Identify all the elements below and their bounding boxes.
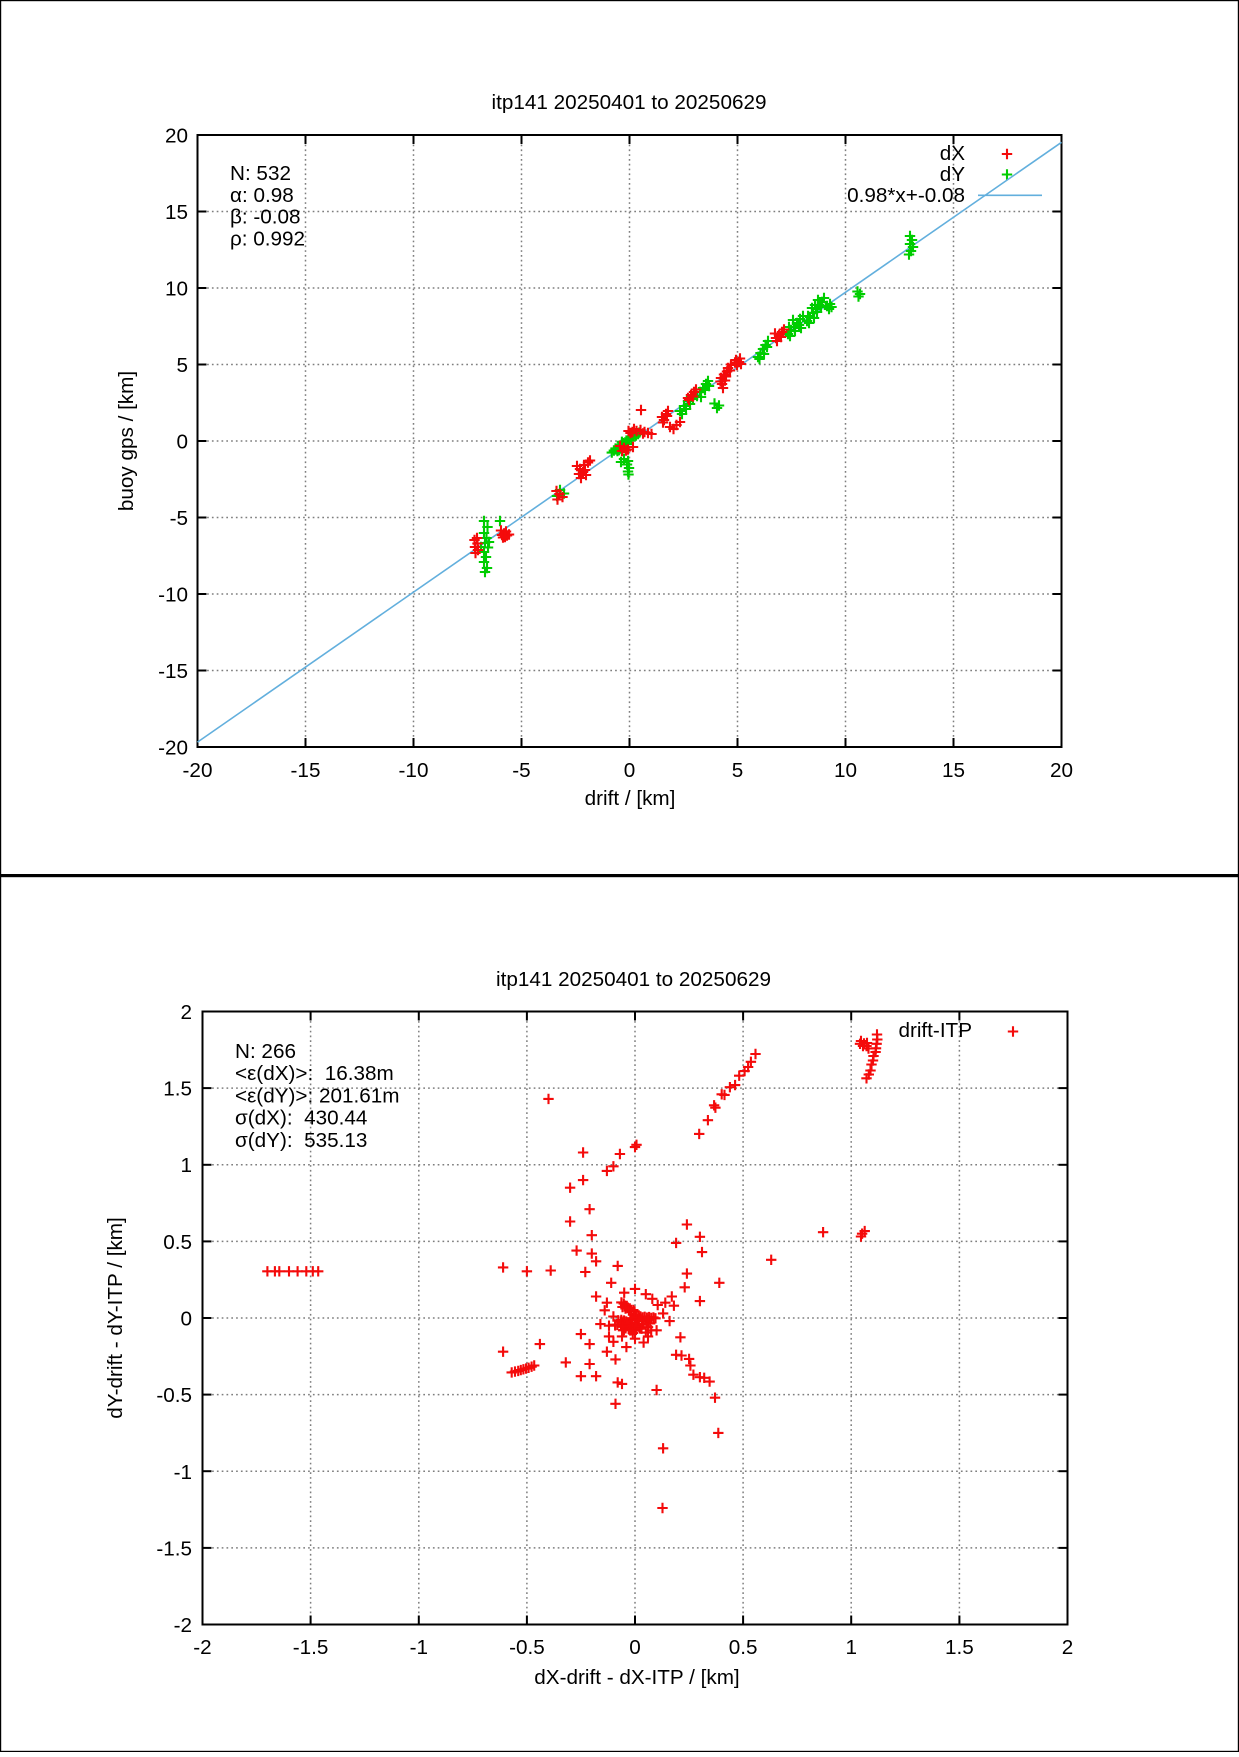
svg-text:N: 266: N: 266 <box>235 1040 296 1063</box>
svg-text:-10: -10 <box>399 759 429 782</box>
svg-text:-10: -10 <box>158 584 188 607</box>
svg-text:drift / [km]: drift / [km] <box>585 787 676 810</box>
svg-text:20: 20 <box>1050 759 1073 782</box>
svg-text:0: 0 <box>176 431 188 454</box>
svg-text:β: -0.08: β: -0.08 <box>230 206 301 229</box>
svg-text:10: 10 <box>165 278 188 301</box>
svg-text:N: 532: N: 532 <box>230 162 291 185</box>
svg-text:<ε(dY)>: 201.61m: <ε(dY)>: 201.61m <box>235 1084 399 1107</box>
svg-text:<ε(dX)>: 16.38m: <ε(dX)>: 16.38m <box>235 1062 394 1085</box>
svg-text:1.5: 1.5 <box>163 1078 192 1101</box>
svg-text:drift-ITP: drift-ITP <box>898 1019 972 1042</box>
svg-text:-1: -1 <box>174 1461 192 1484</box>
svg-text:0.5: 0.5 <box>729 1636 758 1659</box>
svg-text:2: 2 <box>180 1001 192 1024</box>
svg-text:15: 15 <box>165 201 188 224</box>
svg-text:buoy gps / [km]: buoy gps / [km] <box>115 371 138 511</box>
svg-text:1.5: 1.5 <box>945 1636 974 1659</box>
svg-text:dX: dX <box>940 142 966 165</box>
svg-text:5: 5 <box>176 354 188 377</box>
svg-text:dX-drift - dX-ITP / [km]: dX-drift - dX-ITP / [km] <box>534 1666 739 1689</box>
svg-text:20: 20 <box>165 125 188 148</box>
svg-text:-15: -15 <box>291 759 321 782</box>
svg-text:0: 0 <box>629 1636 641 1659</box>
svg-text:10: 10 <box>834 759 857 782</box>
svg-text:1: 1 <box>845 1636 857 1659</box>
svg-text:α: 0.98: α: 0.98 <box>230 184 294 207</box>
svg-text:σ(dX): 430.44: σ(dX): 430.44 <box>235 1107 367 1130</box>
svg-text:15: 15 <box>942 759 965 782</box>
svg-text:0.5: 0.5 <box>163 1231 192 1254</box>
svg-text:-2: -2 <box>193 1636 211 1659</box>
svg-text:-1.5: -1.5 <box>156 1537 192 1560</box>
svg-text:-1: -1 <box>410 1636 428 1659</box>
svg-text:-1.5: -1.5 <box>293 1636 329 1659</box>
svg-text:σ(dY): 535.13: σ(dY): 535.13 <box>235 1129 367 1152</box>
svg-text:0: 0 <box>180 1308 192 1331</box>
svg-text:-2: -2 <box>174 1614 192 1637</box>
svg-text:ρ: 0.992: ρ: 0.992 <box>230 227 305 250</box>
svg-text:-20: -20 <box>158 737 188 760</box>
svg-text:itp141 20250401 to 20250629: itp141 20250401 to 20250629 <box>492 91 767 114</box>
svg-text:0: 0 <box>624 759 636 782</box>
svg-text:1: 1 <box>180 1154 192 1177</box>
svg-text:-5: -5 <box>170 507 188 530</box>
svg-text:5: 5 <box>732 759 744 782</box>
svg-text:dY-drift - dY-ITP / [km]: dY-drift - dY-ITP / [km] <box>104 1217 127 1419</box>
svg-text:0.98*x+-0.08: 0.98*x+-0.08 <box>847 184 965 207</box>
svg-text:dY: dY <box>940 163 966 186</box>
svg-text:2: 2 <box>1062 1636 1074 1659</box>
svg-text:-20: -20 <box>183 759 213 782</box>
svg-text:-15: -15 <box>158 660 188 683</box>
svg-text:-5: -5 <box>512 759 530 782</box>
svg-text:-0.5: -0.5 <box>156 1384 192 1407</box>
svg-text:-0.5: -0.5 <box>509 1636 545 1659</box>
svg-text:itp141 20250401 to 20250629: itp141 20250401 to 20250629 <box>496 968 771 991</box>
